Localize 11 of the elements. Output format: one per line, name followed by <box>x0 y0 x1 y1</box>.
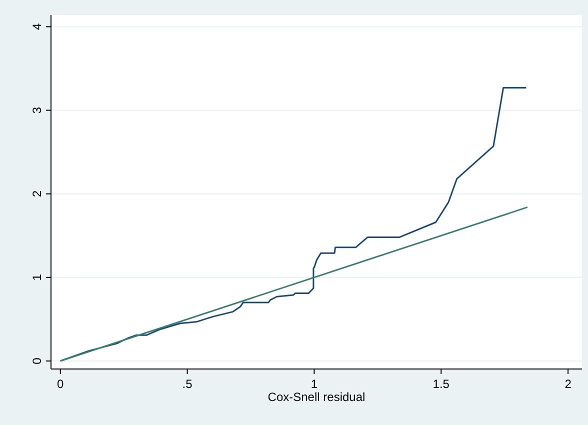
x-axis-title: Cox-Snell residual <box>268 390 366 404</box>
y-tick-label: 0 <box>30 357 44 364</box>
x-tick-label: 0 <box>57 377 64 391</box>
y-tick-label: 4 <box>30 23 44 30</box>
y-tick-label: 1 <box>30 274 44 281</box>
x-tick-label: .5 <box>182 377 193 391</box>
x-tick-label: 2 <box>564 377 572 391</box>
y-tick-label: 2 <box>30 190 44 198</box>
x-tick-label: 1.5 <box>432 377 450 391</box>
x-tick-label: 1 <box>310 377 318 391</box>
y-tick-label: 3 <box>30 106 44 114</box>
